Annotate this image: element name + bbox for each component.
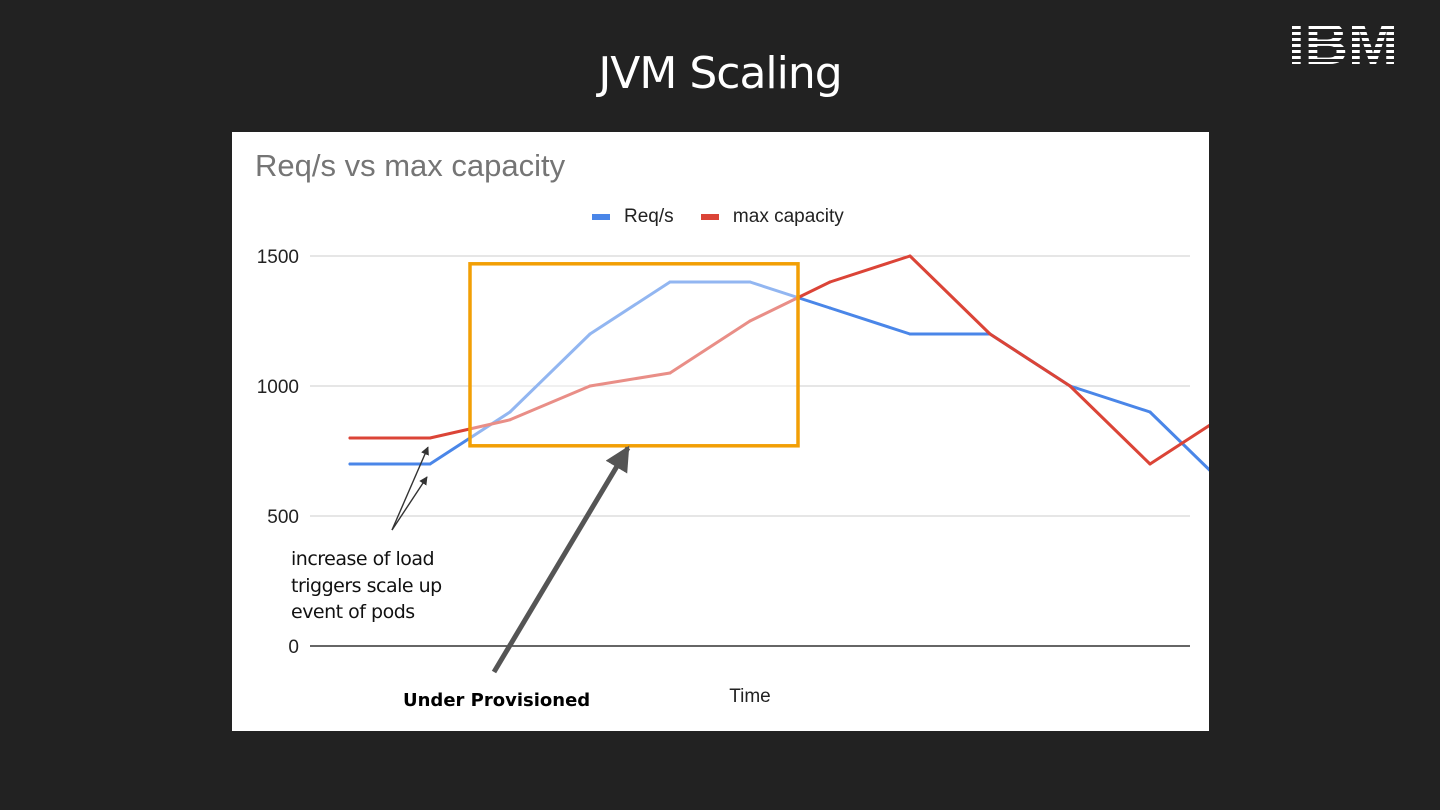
highlight-layer bbox=[468, 262, 800, 448]
data-point bbox=[908, 332, 912, 336]
legend-swatch-max-capacity bbox=[700, 214, 719, 220]
slide-title: JVM Scaling bbox=[598, 48, 842, 99]
data-point bbox=[348, 436, 352, 440]
data-point bbox=[668, 371, 672, 375]
ibm-logo: IBM bbox=[1288, 20, 1398, 66]
data-point bbox=[588, 332, 592, 336]
data-point bbox=[908, 254, 912, 258]
data-point bbox=[1148, 462, 1152, 466]
scale-up-arrow bbox=[391, 446, 429, 531]
data-point bbox=[748, 280, 752, 284]
data-point bbox=[828, 280, 832, 284]
under-provisioned-box bbox=[468, 262, 800, 448]
data-point bbox=[1148, 410, 1152, 414]
legend-label-req-s: Req/s bbox=[624, 206, 674, 227]
under-provisioned-label: Under Provisioned bbox=[403, 690, 591, 711]
chart-title: Req/s vs max capacity bbox=[255, 148, 566, 183]
y-tick-label: 0 bbox=[288, 637, 299, 658]
legend-item-max-capacity: max capacity bbox=[700, 206, 844, 228]
x-axis-label: Time bbox=[729, 686, 771, 707]
data-point bbox=[668, 280, 672, 284]
data-point bbox=[748, 319, 752, 323]
y-tick-label: 1500 bbox=[257, 247, 299, 268]
data-point bbox=[988, 332, 992, 336]
svg-text:IBM: IBM bbox=[1288, 20, 1398, 66]
legend-swatch-req-s bbox=[592, 214, 610, 220]
data-point bbox=[348, 462, 352, 466]
y-tick-label: 500 bbox=[267, 507, 299, 528]
grid-lines bbox=[310, 255, 1190, 647]
scale-up-arrow bbox=[391, 476, 428, 531]
scale-up-note: increase of load triggers scale up event… bbox=[291, 548, 442, 623]
series-line-max-capacity bbox=[348, 254, 1209, 466]
series-lines bbox=[348, 254, 1209, 472]
data-point bbox=[428, 436, 432, 440]
legend-label-max-capacity: max capacity bbox=[732, 206, 844, 227]
annotation-arrows bbox=[391, 445, 631, 674]
data-point bbox=[508, 418, 512, 422]
chart-legend: Req/s max capacity bbox=[592, 204, 866, 228]
under-provisioned-arrow bbox=[491, 445, 631, 674]
data-point bbox=[828, 306, 832, 310]
data-point bbox=[428, 462, 432, 466]
line-chart: 0 500 1000 1500 Time bbox=[257, 247, 1209, 707]
data-point bbox=[588, 384, 592, 388]
chart-card: 0 500 1000 1500 Time Req/s vs max capacity … bbox=[232, 132, 1209, 731]
y-axis-ticks: 0 500 1000 1500 bbox=[257, 247, 299, 658]
legend-item-req-s: Req/s bbox=[592, 206, 674, 228]
data-point bbox=[1068, 384, 1072, 388]
data-point bbox=[508, 410, 512, 414]
y-tick-label: 1000 bbox=[257, 377, 299, 398]
